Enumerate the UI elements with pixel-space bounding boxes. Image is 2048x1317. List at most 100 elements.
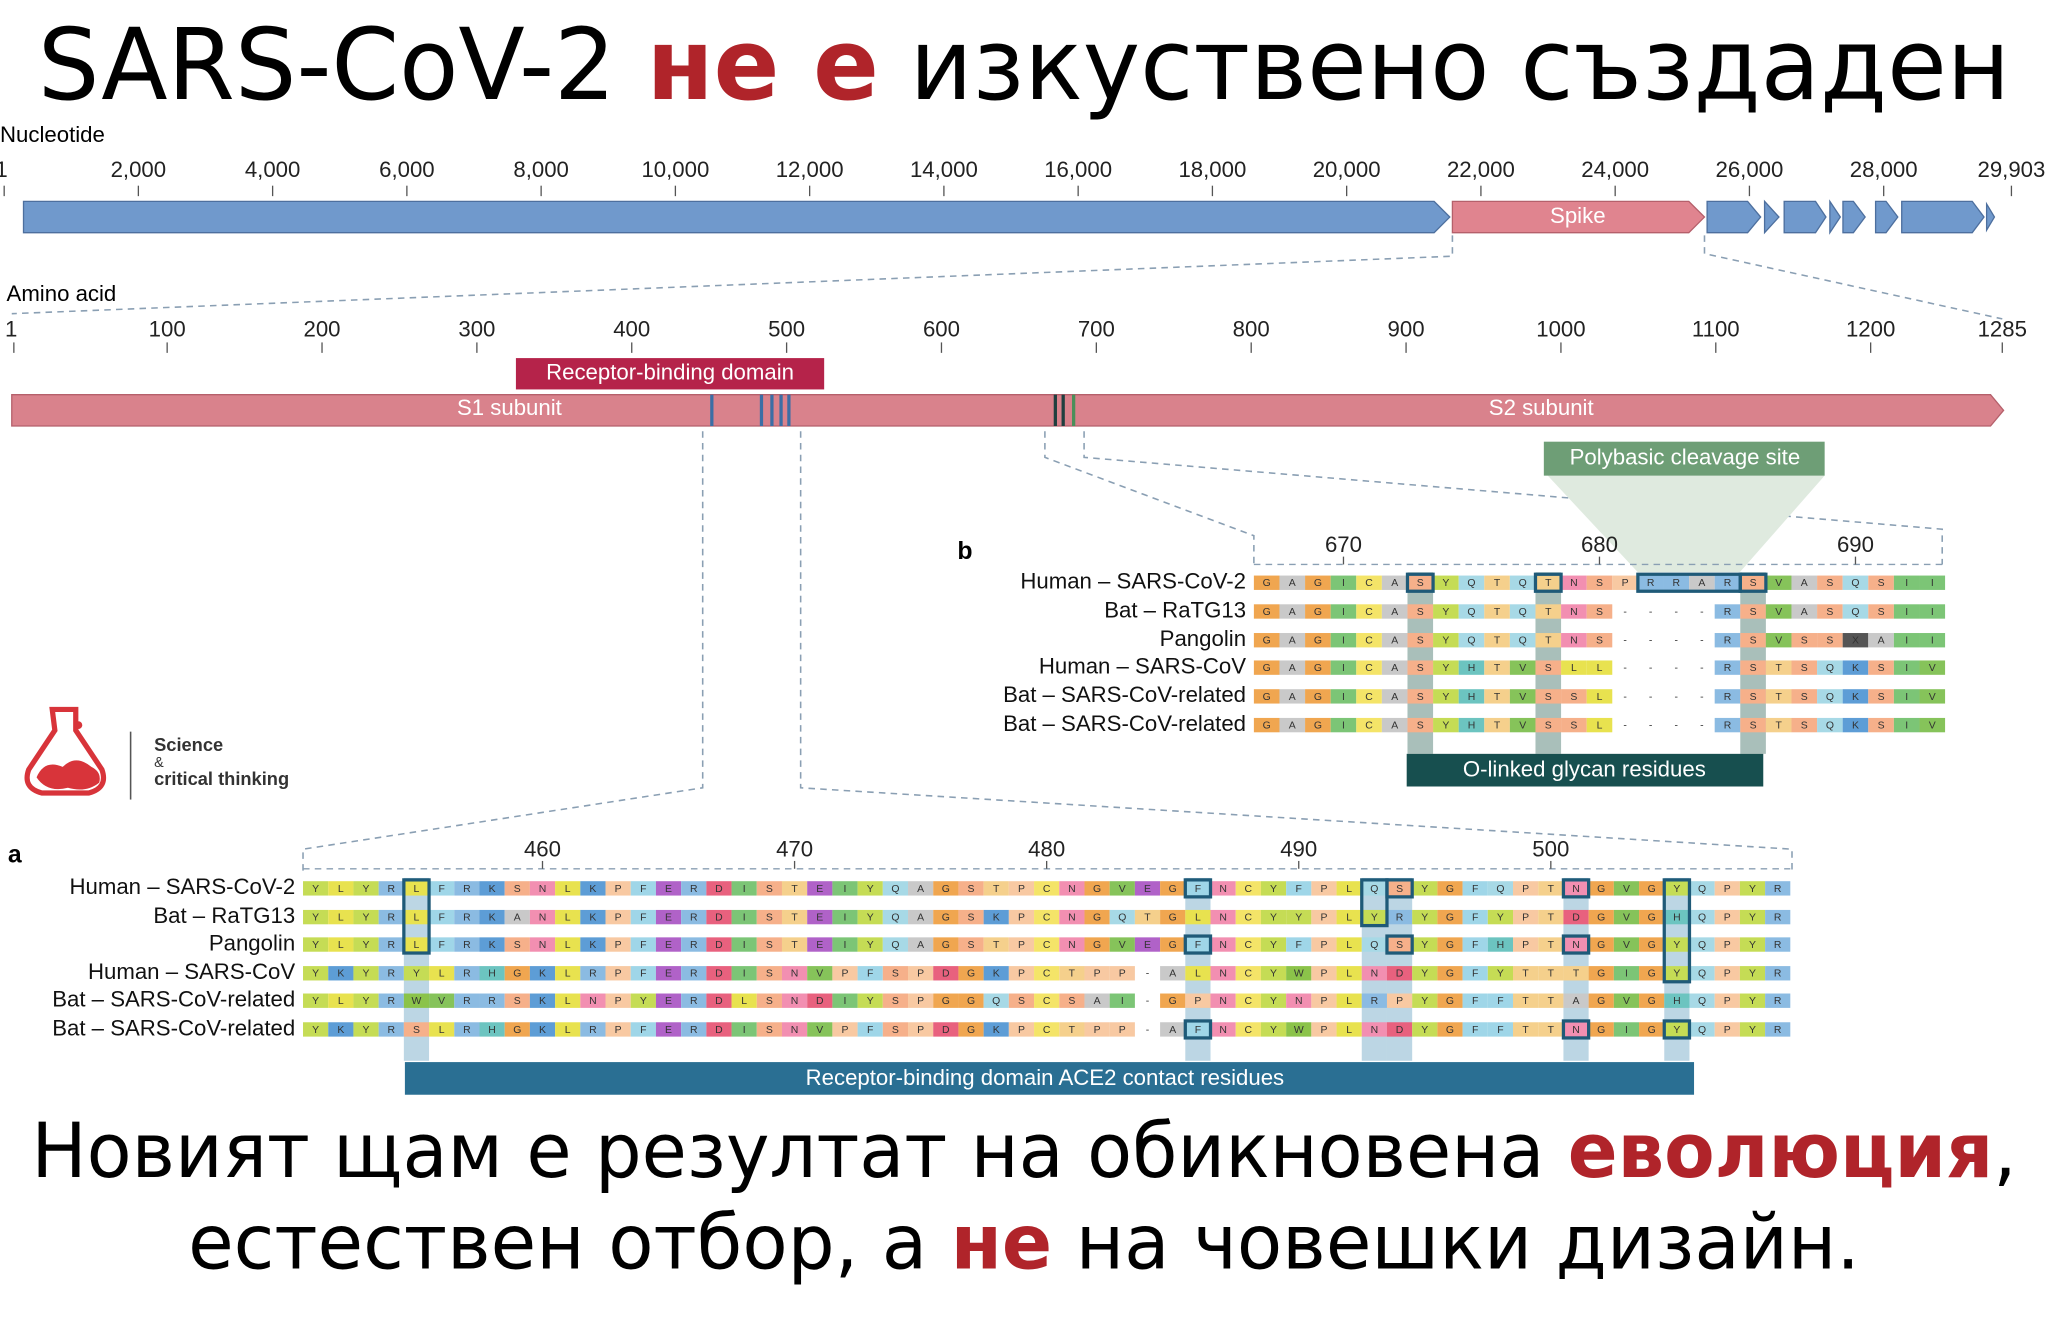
residue-cell <box>756 937 782 952</box>
residue-box <box>1662 878 1692 984</box>
residue-cell <box>908 909 934 925</box>
residue-cell <box>403 937 430 952</box>
residue-cell <box>378 937 404 952</box>
residue-cell <box>1059 909 1085 925</box>
residue-cell <box>1689 1022 1715 1037</box>
residue-cell <box>1008 881 1035 896</box>
residue: Y <box>363 996 370 1007</box>
residue-cell <box>1008 1022 1035 1037</box>
tick-label: 1100 <box>1692 317 1740 342</box>
residue: P <box>615 969 622 980</box>
residue-cell <box>1286 909 1312 925</box>
residue-cell <box>1563 909 1589 925</box>
residue: I <box>1905 692 1908 703</box>
ruler-label: 500 <box>1532 836 1569 861</box>
residue: - <box>1675 721 1679 732</box>
title: SARS-CoV-2 не е изкуствено създаден <box>38 8 2010 123</box>
residue-cell <box>353 1022 379 1037</box>
residue: P <box>1018 969 1025 980</box>
residue-cell <box>1714 575 1741 590</box>
residue-cell <box>1386 881 1413 896</box>
residue-cell <box>353 909 379 925</box>
residue: E <box>665 1025 672 1036</box>
residue-cell <box>429 966 455 981</box>
residue-cell <box>1538 909 1564 925</box>
residue-cell <box>1509 604 1536 619</box>
residue-cell <box>1765 604 1792 619</box>
residue: Q <box>1698 940 1706 951</box>
residue-cell <box>479 909 505 925</box>
residue: F <box>1472 940 1478 951</box>
residue: P <box>1724 969 1731 980</box>
residue-cell <box>1034 1022 1060 1037</box>
residue: A <box>1391 578 1398 589</box>
s1-label: S1 subunit <box>457 395 562 420</box>
residue: R <box>463 884 471 895</box>
residue-cell <box>454 993 480 1008</box>
residue-cell <box>1279 575 1306 590</box>
residue-cell <box>1386 909 1413 925</box>
residue-cell <box>1842 604 1869 619</box>
residue: C <box>1365 578 1373 589</box>
residue-cell <box>1740 604 1766 619</box>
residue-cell <box>1109 881 1135 896</box>
residue-cell <box>605 993 631 1008</box>
residue: K <box>489 913 496 924</box>
residue-cell <box>731 937 757 952</box>
residue: G <box>1446 1025 1454 1036</box>
residue: T <box>1545 578 1552 589</box>
residue-cell <box>807 993 833 1008</box>
residue-cell <box>958 993 984 1008</box>
tick-label: 6,000 <box>379 157 435 182</box>
residue: C <box>1043 969 1051 980</box>
residue-cell <box>1235 937 1261 952</box>
residue-cell <box>1160 909 1186 925</box>
residue-cell <box>1791 575 1818 590</box>
residue-cell <box>1260 1022 1287 1037</box>
residue: P <box>1018 884 1025 895</box>
residue: L <box>1597 663 1603 674</box>
residue: - <box>1700 663 1704 674</box>
residue: Y <box>1442 721 1449 732</box>
residue: S <box>1545 692 1552 703</box>
residue-cell <box>1253 717 1280 733</box>
residue: G <box>967 996 975 1007</box>
residue-cell <box>479 1022 505 1037</box>
residue: G <box>1314 692 1322 703</box>
cleavage-highlight <box>1547 475 1825 573</box>
residue-cell <box>429 881 455 896</box>
residue-cell <box>1639 1022 1665 1037</box>
title-part: изкуствено създаден <box>910 8 2010 123</box>
residue: D <box>942 1025 950 1036</box>
residue-cell <box>1817 660 1843 675</box>
residue: G <box>1314 607 1322 618</box>
residue: S <box>766 913 773 924</box>
residue-cell <box>781 966 808 981</box>
residue-cell <box>1664 1022 1690 1037</box>
residue: Y <box>640 996 647 1007</box>
residue: G <box>1263 692 1271 703</box>
residue: G <box>1093 884 1101 895</box>
residue-cell <box>1739 993 1766 1008</box>
residue: G <box>1093 940 1101 951</box>
residue: - <box>1623 663 1627 674</box>
residue: R <box>1724 721 1732 732</box>
residue: K <box>1852 692 1859 703</box>
ruler-label: 690 <box>1837 532 1874 557</box>
ruler-label: 480 <box>1028 836 1065 861</box>
residue-cell <box>1509 660 1536 675</box>
residue: S <box>1545 663 1552 674</box>
residue: I <box>1342 692 1345 703</box>
tick-label: 24,000 <box>1581 157 1649 182</box>
tick-label: 14,000 <box>910 157 978 182</box>
residue-cell <box>1714 1022 1740 1037</box>
residue-cell <box>1279 689 1306 704</box>
residue: T <box>1494 721 1501 732</box>
residue-cell <box>328 1022 354 1037</box>
residue-cell <box>681 1022 707 1037</box>
residue: Y <box>1421 940 1428 951</box>
residue-cell <box>832 937 858 952</box>
residue: G <box>1597 884 1605 895</box>
residue-cell <box>1386 966 1413 981</box>
